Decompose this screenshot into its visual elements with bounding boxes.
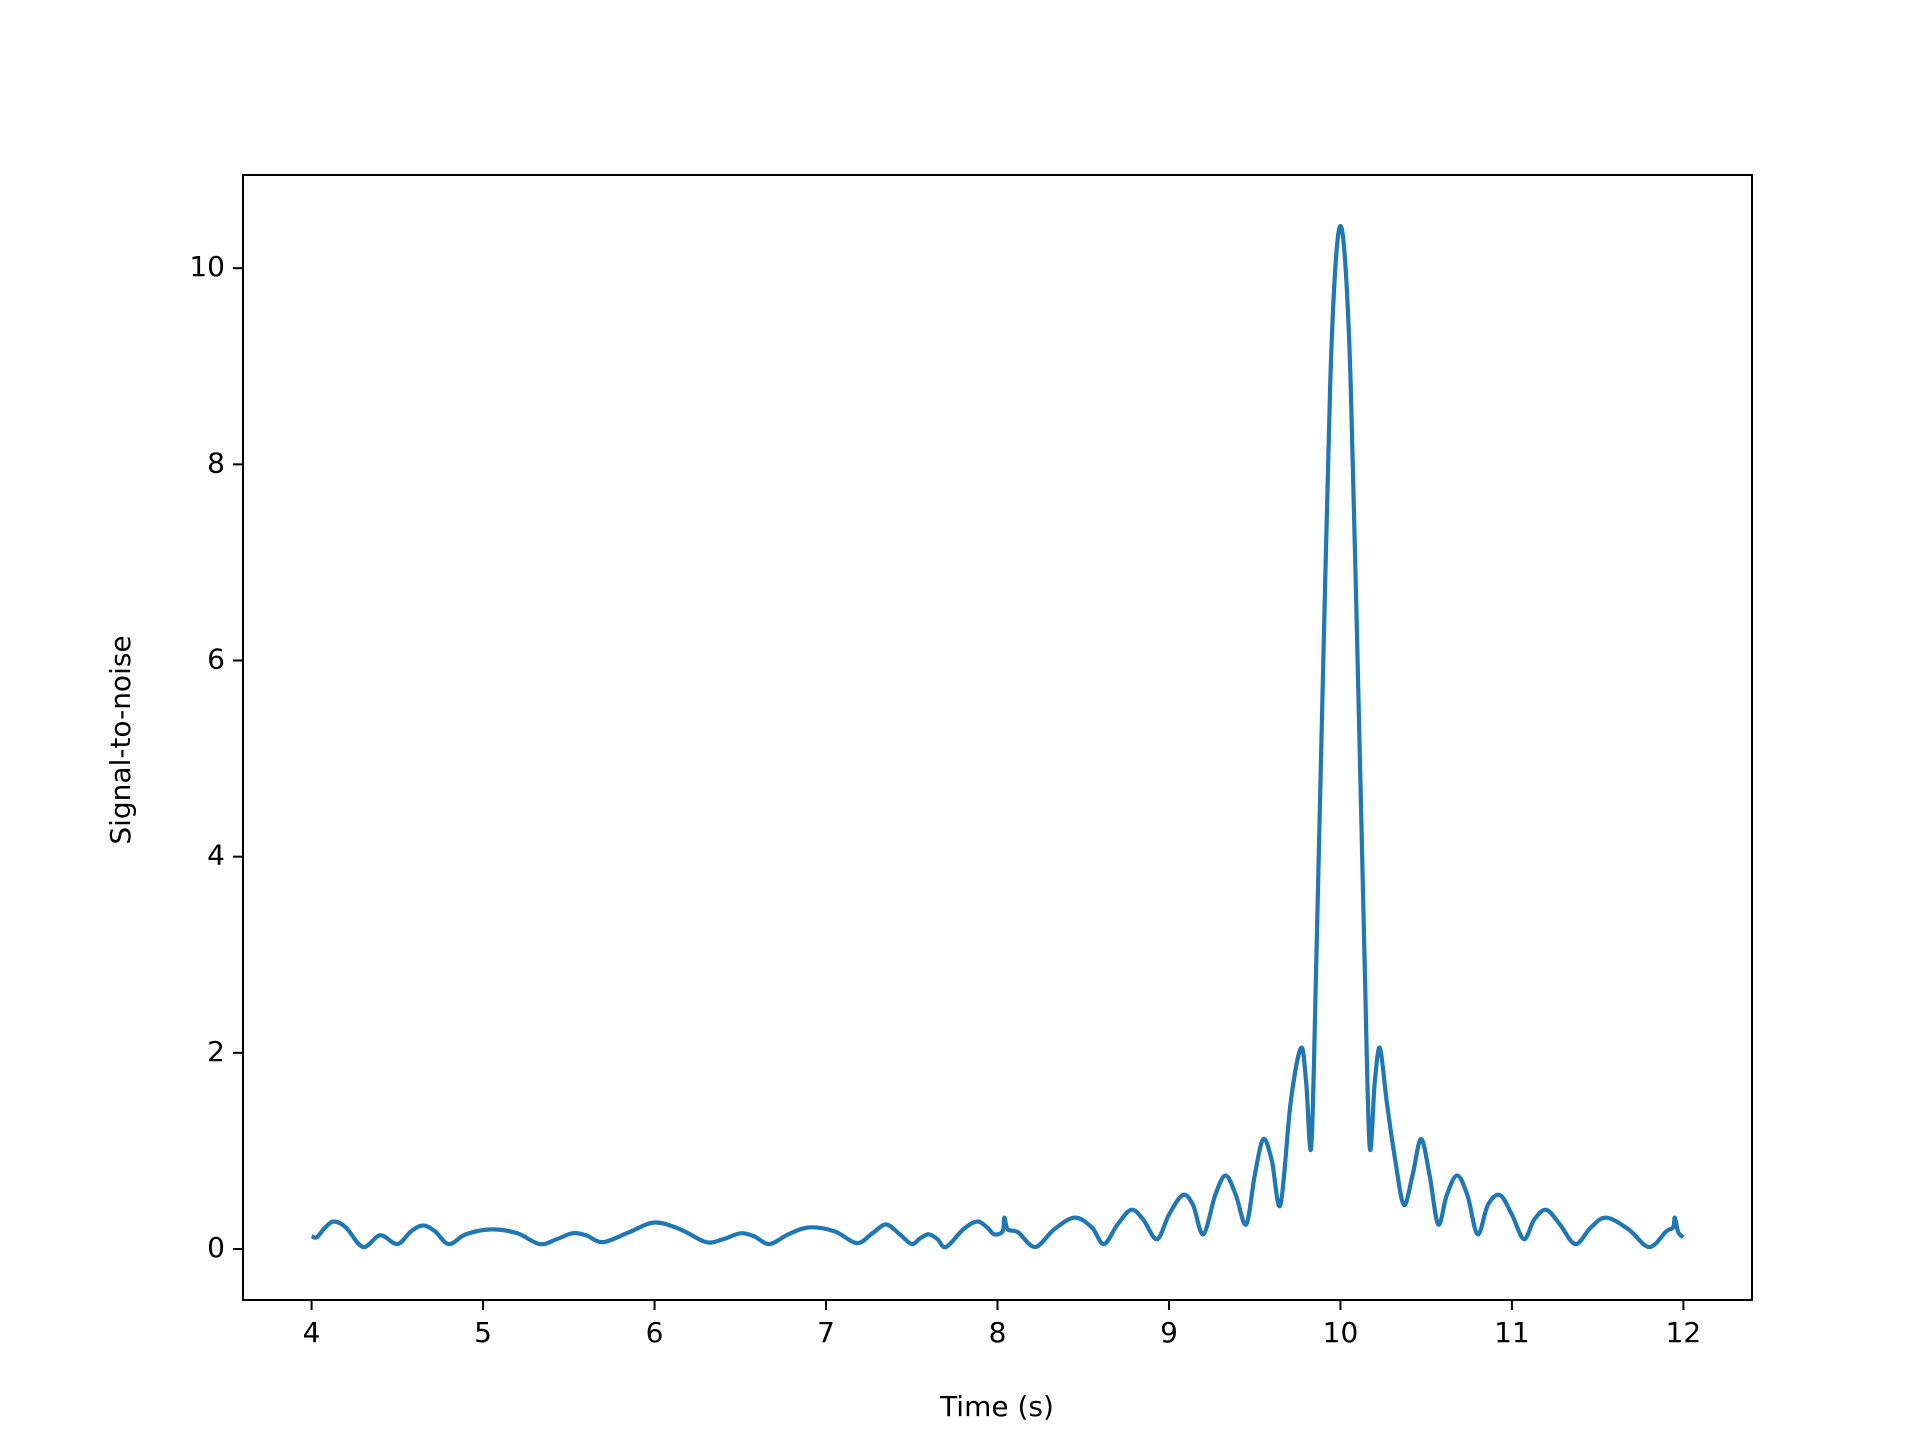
x-tick-label: 7 <box>817 1316 835 1349</box>
y-tick-label: 6 <box>207 643 225 676</box>
plot-frame <box>242 174 1753 1301</box>
y-tick-label: 10 <box>189 250 225 283</box>
y-tick-label: 2 <box>207 1035 225 1068</box>
x-axis-label: Time (s) <box>939 1390 1054 1423</box>
x-tick-label: 11 <box>1494 1316 1530 1349</box>
x-tick-label: 8 <box>989 1316 1007 1349</box>
line-series <box>310 223 1685 1250</box>
x-tick-label: 9 <box>1160 1316 1178 1349</box>
y-tick-label: 8 <box>207 446 225 479</box>
x-tick-label: 4 <box>303 1316 321 1349</box>
x-tick-label: 10 <box>1323 1316 1359 1349</box>
x-tick-label: 5 <box>474 1316 492 1349</box>
x-tick-label: 6 <box>646 1316 664 1349</box>
y-tick-label: 0 <box>207 1231 225 1264</box>
y-tick-label: 4 <box>207 839 225 872</box>
x-tick-label: 12 <box>1666 1316 1702 1349</box>
y-axis-label: Signal-to-noise <box>104 635 137 844</box>
